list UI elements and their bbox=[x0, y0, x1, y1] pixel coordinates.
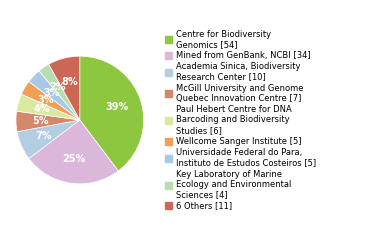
Text: 5%: 5% bbox=[32, 116, 49, 126]
Text: 8%: 8% bbox=[62, 77, 78, 87]
Wedge shape bbox=[49, 56, 80, 120]
Wedge shape bbox=[21, 82, 80, 120]
Legend: Centre for Biodiversity
Genomics [54], Mined from GenBank, NCBI [34], Academia S: Centre for Biodiversity Genomics [54], M… bbox=[164, 29, 317, 211]
Text: 25%: 25% bbox=[63, 154, 86, 164]
Text: 39%: 39% bbox=[106, 102, 129, 112]
Text: 7%: 7% bbox=[35, 131, 52, 141]
Wedge shape bbox=[29, 71, 80, 120]
Wedge shape bbox=[17, 120, 80, 158]
Wedge shape bbox=[16, 111, 80, 132]
Text: 4%: 4% bbox=[33, 104, 50, 114]
Text: 3%: 3% bbox=[37, 95, 54, 105]
Wedge shape bbox=[39, 64, 80, 120]
Wedge shape bbox=[80, 56, 144, 171]
Text: 3%: 3% bbox=[43, 88, 59, 98]
Wedge shape bbox=[29, 120, 118, 184]
Wedge shape bbox=[17, 94, 80, 120]
Text: 2%: 2% bbox=[49, 82, 66, 92]
